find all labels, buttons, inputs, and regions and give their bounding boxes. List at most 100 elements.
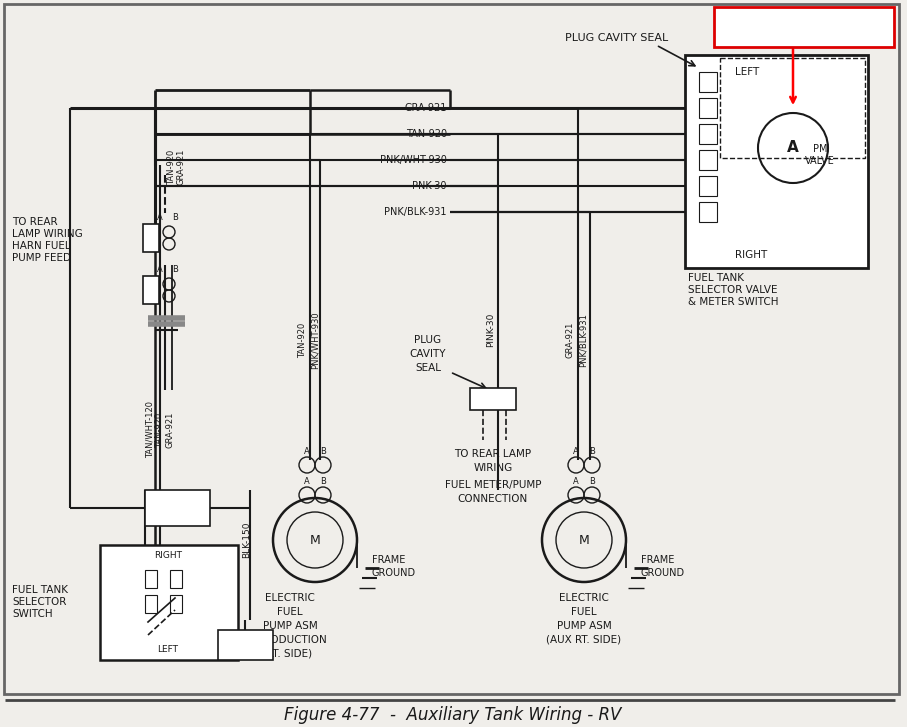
Text: PUMP ASM: PUMP ASM bbox=[263, 621, 317, 631]
Bar bbox=[145, 490, 210, 526]
Bar bbox=[685, 55, 868, 268]
Bar bbox=[699, 72, 717, 92]
Text: GRA-921: GRA-921 bbox=[565, 322, 574, 358]
Text: 30: 30 bbox=[501, 395, 512, 403]
Text: HARN FUEL: HARN FUEL bbox=[12, 241, 71, 251]
Text: F: F bbox=[706, 78, 710, 87]
Text: M: M bbox=[579, 534, 590, 547]
Text: Figure 4-77  -  Auxiliary Tank Wiring - RV: Figure 4-77 - Auxiliary Tank Wiring - RV bbox=[284, 706, 621, 724]
Text: PUMP ASM: PUMP ASM bbox=[557, 621, 611, 631]
Text: WIRING: WIRING bbox=[473, 463, 512, 473]
Text: ELECTRIC: ELECTRIC bbox=[559, 593, 609, 603]
Text: TAN-920: TAN-920 bbox=[168, 150, 177, 185]
Text: TAN-920: TAN-920 bbox=[155, 412, 164, 448]
Text: GROUND: GROUND bbox=[223, 650, 267, 660]
Text: B: B bbox=[589, 446, 595, 456]
Text: GROUND: GROUND bbox=[641, 568, 685, 578]
Bar bbox=[699, 150, 717, 170]
Text: GRA-921: GRA-921 bbox=[405, 103, 447, 113]
Text: LT. SIDE): LT. SIDE) bbox=[268, 649, 312, 659]
Text: PLUG: PLUG bbox=[414, 335, 442, 345]
Text: 921150: 921150 bbox=[162, 512, 191, 521]
Bar bbox=[100, 545, 238, 660]
Text: E: E bbox=[705, 103, 711, 113]
Text: Current limiting Diodes: Current limiting Diodes bbox=[731, 22, 877, 32]
Text: A: A bbox=[573, 476, 579, 486]
Text: TAN/WHT-120: TAN/WHT-120 bbox=[145, 401, 154, 459]
Text: SELECTOR: SELECTOR bbox=[12, 597, 66, 607]
Text: & METER SWITCH: & METER SWITCH bbox=[688, 297, 778, 307]
Text: FUEL: FUEL bbox=[278, 607, 303, 617]
Text: GRA-921: GRA-921 bbox=[165, 411, 174, 448]
Text: GRA-921: GRA-921 bbox=[177, 148, 186, 185]
Text: A: A bbox=[787, 140, 799, 156]
Text: LAMP WIRING: LAMP WIRING bbox=[12, 229, 83, 239]
Text: PNK/WHT-930: PNK/WHT-930 bbox=[380, 155, 447, 165]
Text: 120: 120 bbox=[144, 233, 158, 243]
Text: A: A bbox=[304, 446, 310, 456]
Text: A: A bbox=[573, 446, 579, 456]
Text: 920120: 920120 bbox=[162, 497, 191, 507]
Bar bbox=[699, 98, 717, 118]
Text: M: M bbox=[309, 534, 320, 547]
Text: ELECTRIC: ELECTRIC bbox=[265, 593, 315, 603]
Text: (AUX RT. SIDE): (AUX RT. SIDE) bbox=[546, 635, 621, 645]
Text: LEFT: LEFT bbox=[735, 67, 759, 77]
Bar bbox=[145, 570, 157, 588]
Text: 120: 120 bbox=[144, 286, 158, 294]
Text: PINK-30: PINK-30 bbox=[486, 313, 495, 348]
Text: GROUND: GROUND bbox=[372, 568, 416, 578]
Bar bbox=[145, 595, 157, 613]
Text: FRAME: FRAME bbox=[372, 555, 405, 565]
Text: PNK/BLK-931: PNK/BLK-931 bbox=[579, 313, 588, 367]
Text: CAVITY: CAVITY bbox=[410, 349, 446, 359]
Text: RIGHT: RIGHT bbox=[154, 550, 182, 560]
Bar bbox=[143, 276, 159, 304]
Text: SEAL: SEAL bbox=[415, 363, 441, 373]
Text: CONNECTION: CONNECTION bbox=[458, 494, 528, 504]
Text: SELECTOR VALVE: SELECTOR VALVE bbox=[688, 285, 777, 295]
Text: BLK-150: BLK-150 bbox=[242, 522, 251, 558]
Text: A: A bbox=[157, 214, 163, 222]
Bar bbox=[143, 224, 159, 252]
Bar bbox=[218, 630, 273, 660]
Text: PUMP FEED: PUMP FEED bbox=[12, 253, 71, 263]
Text: FUEL TANK: FUEL TANK bbox=[688, 273, 744, 283]
Bar bbox=[170, 595, 182, 613]
Bar bbox=[470, 388, 516, 410]
Text: PLUG CAVITY SEAL: PLUG CAVITY SEAL bbox=[565, 33, 668, 43]
Text: B: B bbox=[705, 182, 711, 190]
Text: PNK/BLK-931: PNK/BLK-931 bbox=[385, 207, 447, 217]
Text: 20: 20 bbox=[477, 395, 489, 403]
Text: TO REAR LAMP: TO REAR LAMP bbox=[454, 449, 532, 459]
Text: FUEL: FUEL bbox=[571, 607, 597, 617]
Text: A: A bbox=[157, 265, 163, 275]
Text: FRAME: FRAME bbox=[641, 555, 675, 565]
Text: B: B bbox=[320, 476, 326, 486]
Text: TO REAR: TO REAR bbox=[12, 217, 58, 227]
Text: FUEL METER/PUMP: FUEL METER/PUMP bbox=[444, 480, 541, 490]
Text: (PRODUCTION: (PRODUCTION bbox=[253, 635, 327, 645]
Text: BUS BAR: BUS BAR bbox=[223, 638, 267, 648]
Bar bbox=[720, 58, 865, 158]
Text: SWITCH: SWITCH bbox=[12, 609, 53, 619]
Text: LEFT: LEFT bbox=[158, 646, 179, 654]
Bar bbox=[170, 570, 182, 588]
Text: C: C bbox=[705, 156, 711, 164]
Text: PM
VALVE: PM VALVE bbox=[805, 144, 834, 166]
Text: A: A bbox=[705, 207, 711, 217]
Text: B: B bbox=[320, 446, 326, 456]
Text: A: A bbox=[304, 476, 310, 486]
Text: TAN-920: TAN-920 bbox=[298, 322, 307, 358]
Text: B: B bbox=[172, 214, 178, 222]
Text: FUEL TANK: FUEL TANK bbox=[12, 585, 68, 595]
Bar bbox=[699, 202, 717, 222]
Text: PNK/WHT-930: PNK/WHT-930 bbox=[310, 311, 319, 369]
Bar bbox=[699, 124, 717, 144]
Text: B: B bbox=[172, 265, 178, 275]
FancyBboxPatch shape bbox=[714, 7, 894, 47]
Text: B: B bbox=[589, 476, 595, 486]
Text: D: D bbox=[705, 129, 711, 139]
Text: PNK-30: PNK-30 bbox=[413, 181, 447, 191]
Text: RIGHT: RIGHT bbox=[735, 250, 767, 260]
